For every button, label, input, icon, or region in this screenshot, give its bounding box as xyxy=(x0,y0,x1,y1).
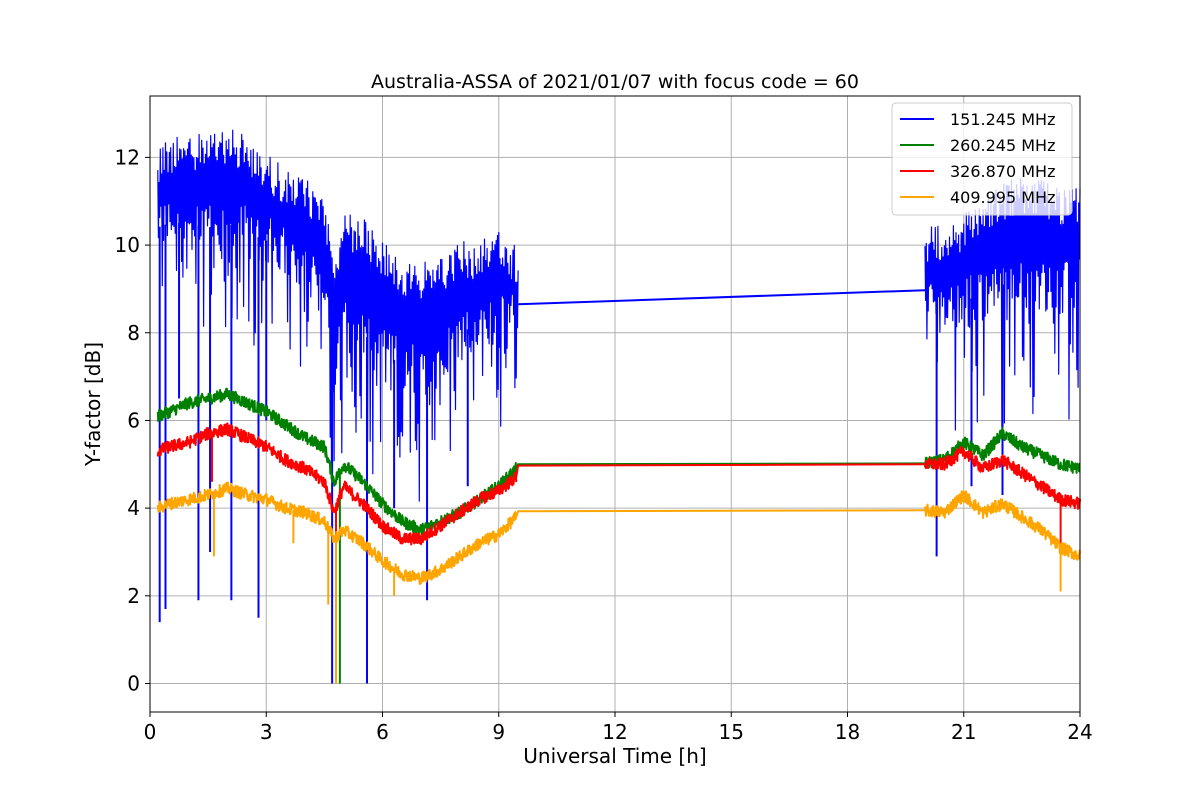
y-axis-label: Y-factor [dB] xyxy=(81,342,105,467)
series-gap-line xyxy=(515,509,926,518)
x-tick-label: 12 xyxy=(602,720,627,744)
series-gap-line xyxy=(515,463,926,478)
series-line xyxy=(924,445,1081,510)
y-tick-label: 10 xyxy=(115,233,140,257)
y-tick-label: 4 xyxy=(127,496,140,520)
x-axis-label: Universal Time [h] xyxy=(523,744,706,768)
y-tick-label: 6 xyxy=(127,408,140,432)
legend-label: 409.995 MHz xyxy=(950,188,1055,207)
legend-box xyxy=(891,102,1073,216)
y-tick-label: 2 xyxy=(127,584,140,608)
series-409-995-mhz xyxy=(156,481,1081,684)
legend-label: 151.245 MHz xyxy=(950,110,1055,129)
series-line xyxy=(156,422,518,546)
x-tick-label: 6 xyxy=(376,720,389,744)
y-tick-label: 8 xyxy=(127,321,140,345)
series-line xyxy=(924,490,1081,561)
x-tick-label: 0 xyxy=(144,720,157,744)
series-gap-line xyxy=(518,289,926,306)
legend-label: 260.245 MHz xyxy=(950,136,1055,155)
series-line xyxy=(157,129,519,502)
x-tick-label: 3 xyxy=(260,720,273,744)
y-tick-label: 0 xyxy=(127,672,140,696)
chart-title: Australia-ASSA of 2021/01/07 with focus … xyxy=(371,71,859,93)
legend: 151.245 MHz 260.245 MHz 326.870 MHz 409.995… xyxy=(891,102,1073,216)
x-tick-label: 9 xyxy=(492,720,505,744)
legend-label: 326.870 MHz xyxy=(950,162,1055,181)
x-tick-label: 18 xyxy=(835,720,860,744)
x-tick-label: 15 xyxy=(719,720,744,744)
y-tick-label: 12 xyxy=(115,145,140,169)
x-tick-label: 21 xyxy=(951,720,976,744)
x-tick-label: 24 xyxy=(1067,720,1092,744)
plot-area xyxy=(156,129,1081,684)
